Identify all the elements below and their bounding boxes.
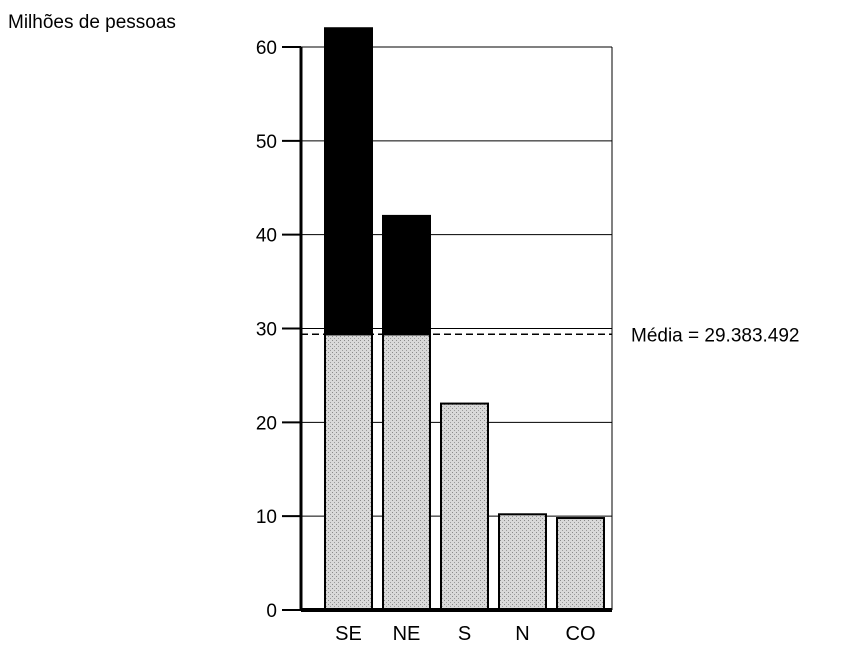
bar-S <box>440 402 489 612</box>
bar-CO <box>556 517 605 611</box>
bar-NE-upper <box>382 214 431 336</box>
axes <box>282 46 612 612</box>
y-tick-label: 10 <box>256 507 277 528</box>
y-tick-label: 30 <box>256 320 277 341</box>
bar-NE-lower <box>382 333 431 611</box>
y-axis-label: Milhões de pessoas <box>8 12 176 33</box>
y-tick-label: 20 <box>256 413 277 434</box>
bars <box>324 27 605 612</box>
bar-N <box>498 513 547 611</box>
y-tick-labels: 0 10 20 30 40 50 60 <box>256 38 277 622</box>
y-tick-label: 60 <box>256 38 277 59</box>
bar-SE-lower <box>324 333 373 611</box>
y-tick-label: 0 <box>266 601 277 622</box>
mean-reference: Média = 29.383.492 <box>301 325 800 346</box>
x-tick-label: N <box>515 623 529 645</box>
y-tick-label: 50 <box>256 132 277 153</box>
x-tick-label: NE <box>393 623 421 645</box>
x-tick-label: SE <box>335 623 362 645</box>
x-tick-label: CO <box>566 623 596 645</box>
y-tick-label: 40 <box>256 226 277 247</box>
mean-label: Média = 29.383.492 <box>631 325 800 346</box>
x-tick-labels: SE NE S N CO <box>335 623 595 645</box>
bar-SE-upper <box>324 27 373 336</box>
x-tick-label: S <box>458 623 471 645</box>
